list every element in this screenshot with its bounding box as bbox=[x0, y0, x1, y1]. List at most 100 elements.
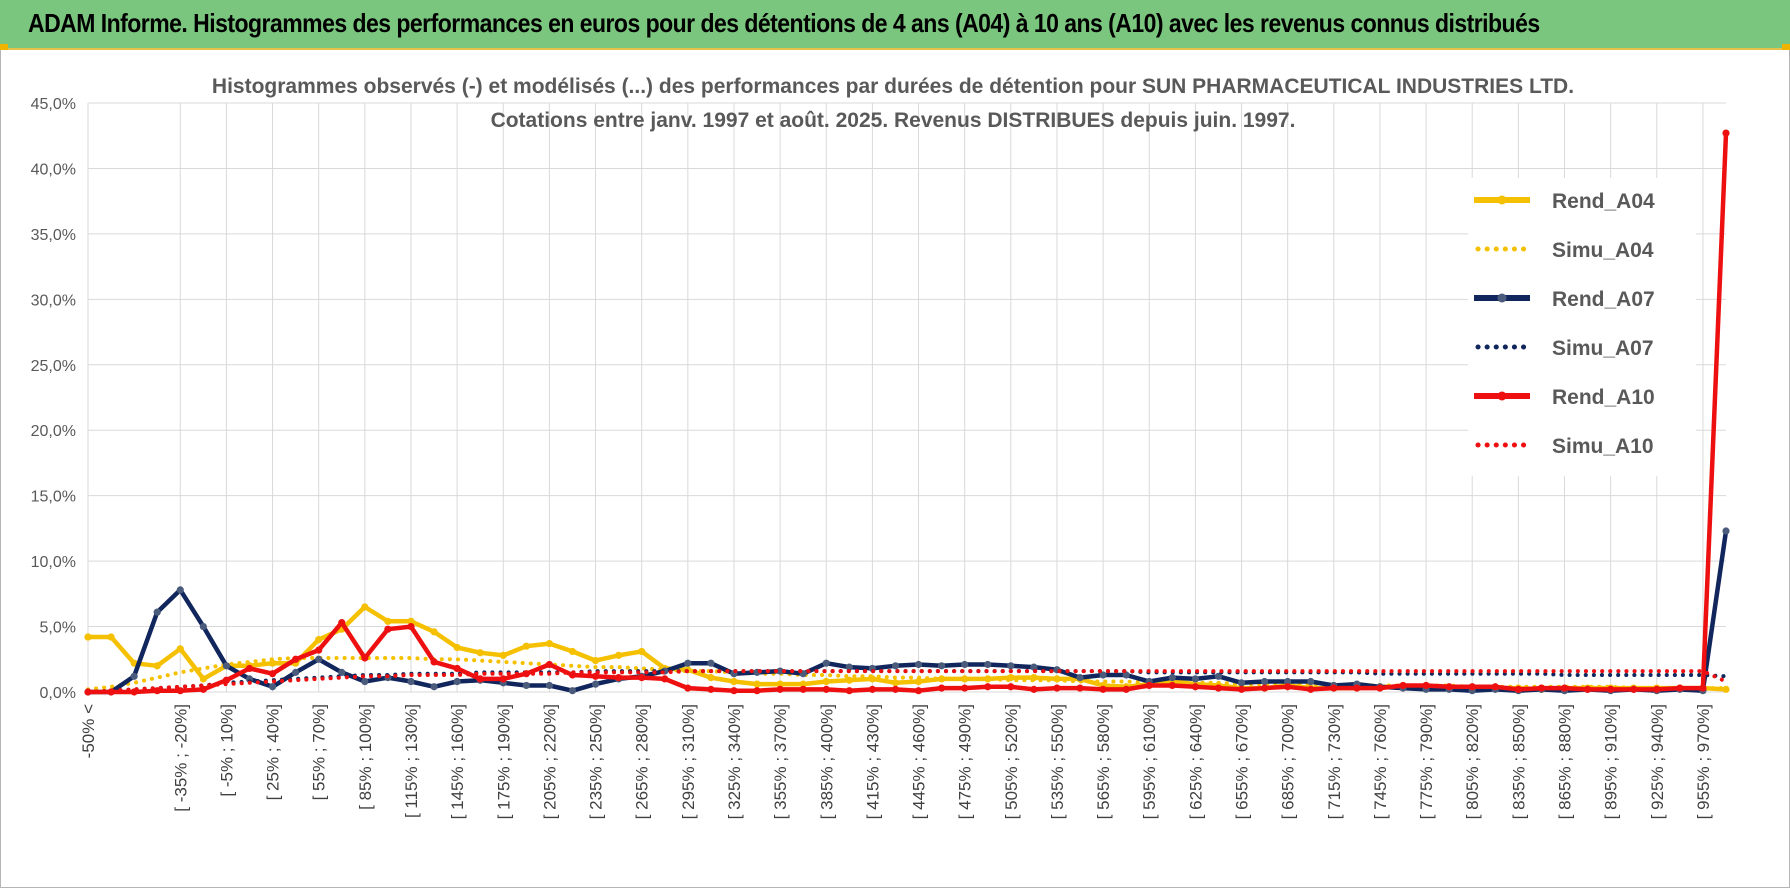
data-point bbox=[1722, 527, 1730, 535]
x-tick-label: [ 775% ; 790%] bbox=[1417, 704, 1436, 819]
data-point bbox=[1076, 674, 1084, 682]
legend-background bbox=[1468, 178, 1696, 476]
data-point bbox=[845, 663, 853, 671]
data-point bbox=[1122, 685, 1130, 693]
x-axis-ticks: -50% < [ -35% ; -20%] [ -5% ; 10%] [ 25% ; … bbox=[79, 704, 1713, 819]
x-tick-label: [ 265% ; 280%] bbox=[633, 704, 652, 819]
data-point bbox=[338, 668, 346, 676]
x-tick-label: [ 295% ; 310%] bbox=[679, 704, 698, 819]
legend-label: Rend_A07 bbox=[1552, 288, 1655, 311]
page-title: ADAM Informe. Histogrammes des performan… bbox=[28, 8, 1540, 38]
series-simu-a10 bbox=[86, 669, 1728, 694]
data-point bbox=[730, 677, 738, 686]
data-point bbox=[245, 664, 254, 673]
legend: Rend_A04 Simu_A04 Rend_A07 Simu_A07 Rend_A10… bbox=[1468, 178, 1696, 476]
data-point bbox=[568, 647, 577, 656]
data-point bbox=[591, 672, 600, 680]
data-point bbox=[799, 680, 807, 688]
legend-marker bbox=[1497, 293, 1507, 303]
data-point bbox=[1030, 663, 1038, 671]
data-point bbox=[453, 643, 461, 652]
data-point bbox=[822, 685, 830, 693]
data-point bbox=[1676, 684, 1684, 692]
data-point bbox=[1191, 675, 1199, 683]
data-point bbox=[384, 625, 392, 633]
data-point bbox=[845, 676, 853, 684]
x-tick-label: [ 865% ; 880%] bbox=[1556, 704, 1575, 819]
legend-label: Simu_A07 bbox=[1552, 337, 1654, 360]
corner-marker-left bbox=[0, 44, 8, 50]
data-point bbox=[430, 683, 438, 691]
x-tick-label: [ 715% ; 730%] bbox=[1325, 704, 1344, 819]
data-point bbox=[107, 633, 115, 641]
data-point bbox=[1653, 685, 1661, 693]
data-point bbox=[868, 685, 876, 693]
x-tick-label: [ 385% ; 400%] bbox=[817, 704, 836, 819]
x-tick-label: [ 85% ; 100%] bbox=[356, 704, 375, 810]
data-point bbox=[1030, 685, 1038, 693]
data-point bbox=[776, 667, 784, 675]
data-point bbox=[222, 662, 231, 670]
data-point bbox=[776, 685, 784, 693]
data-point bbox=[199, 675, 207, 683]
data-point bbox=[1237, 679, 1246, 687]
x-tick-label: -50% < bbox=[79, 704, 98, 758]
x-tick-label: [ 955% ; 970%] bbox=[1694, 704, 1713, 819]
data-point bbox=[1560, 684, 1569, 692]
legend-item-rend-a04: Rend_A04 bbox=[1474, 190, 1655, 213]
x-tick-label: [ 475% ; 490%] bbox=[956, 704, 975, 819]
data-point bbox=[292, 655, 300, 663]
data-point bbox=[822, 659, 830, 667]
legend-item-rend-a07: Rend_A07 bbox=[1474, 288, 1655, 311]
y-tick-label: 20,0% bbox=[31, 423, 76, 440]
gridlines bbox=[87, 102, 1726, 693]
data-point bbox=[153, 608, 161, 616]
data-point bbox=[522, 681, 530, 690]
data-point bbox=[315, 655, 323, 663]
y-tick-label: 35,0% bbox=[31, 227, 76, 244]
header-banner: ADAM Informe. Histogrammes des performan… bbox=[0, 0, 1790, 50]
data-point bbox=[453, 677, 461, 686]
data-point bbox=[1722, 129, 1730, 137]
data-point bbox=[430, 658, 438, 666]
data-point bbox=[1307, 685, 1315, 693]
data-point bbox=[545, 681, 554, 690]
legend-item-rend-a10: Rend_A10 bbox=[1474, 386, 1655, 409]
data-point bbox=[176, 586, 184, 594]
data-point bbox=[499, 675, 507, 683]
series-line-simu-a10 bbox=[86, 669, 1728, 694]
data-point bbox=[1399, 681, 1407, 690]
data-point bbox=[84, 633, 92, 641]
data-point bbox=[338, 619, 346, 627]
x-tick-label: [ -35% ; -20%] bbox=[171, 704, 190, 812]
x-tick-label: [ 355% ; 370%] bbox=[771, 704, 790, 819]
data-point bbox=[684, 684, 692, 692]
data-point bbox=[476, 675, 484, 683]
x-tick-label: [ 595% ; 610%] bbox=[1140, 704, 1159, 819]
data-point bbox=[822, 677, 830, 686]
data-point bbox=[292, 668, 300, 676]
data-point bbox=[984, 675, 992, 683]
data-point bbox=[315, 636, 323, 644]
data-point bbox=[984, 660, 992, 669]
data-point bbox=[1607, 685, 1615, 693]
data-point bbox=[730, 687, 738, 695]
data-point bbox=[753, 680, 761, 688]
data-point bbox=[1099, 671, 1107, 679]
x-tick-label: [ 925% ; 940%] bbox=[1648, 704, 1667, 819]
x-tick-label: [ 505% ; 520%] bbox=[1002, 704, 1021, 819]
data-point bbox=[799, 685, 807, 693]
data-point bbox=[315, 646, 323, 654]
data-point bbox=[361, 603, 369, 611]
data-point bbox=[1260, 677, 1269, 686]
x-tick-label: [ 895% ; 910%] bbox=[1602, 704, 1621, 819]
x-tick-label: [ 175% ; 190%] bbox=[494, 704, 513, 819]
data-point bbox=[615, 674, 623, 682]
data-point bbox=[1007, 683, 1015, 691]
data-point bbox=[1099, 685, 1107, 693]
data-point bbox=[268, 659, 277, 667]
data-point bbox=[1053, 684, 1061, 692]
data-point bbox=[199, 622, 207, 631]
data-point bbox=[153, 687, 161, 695]
